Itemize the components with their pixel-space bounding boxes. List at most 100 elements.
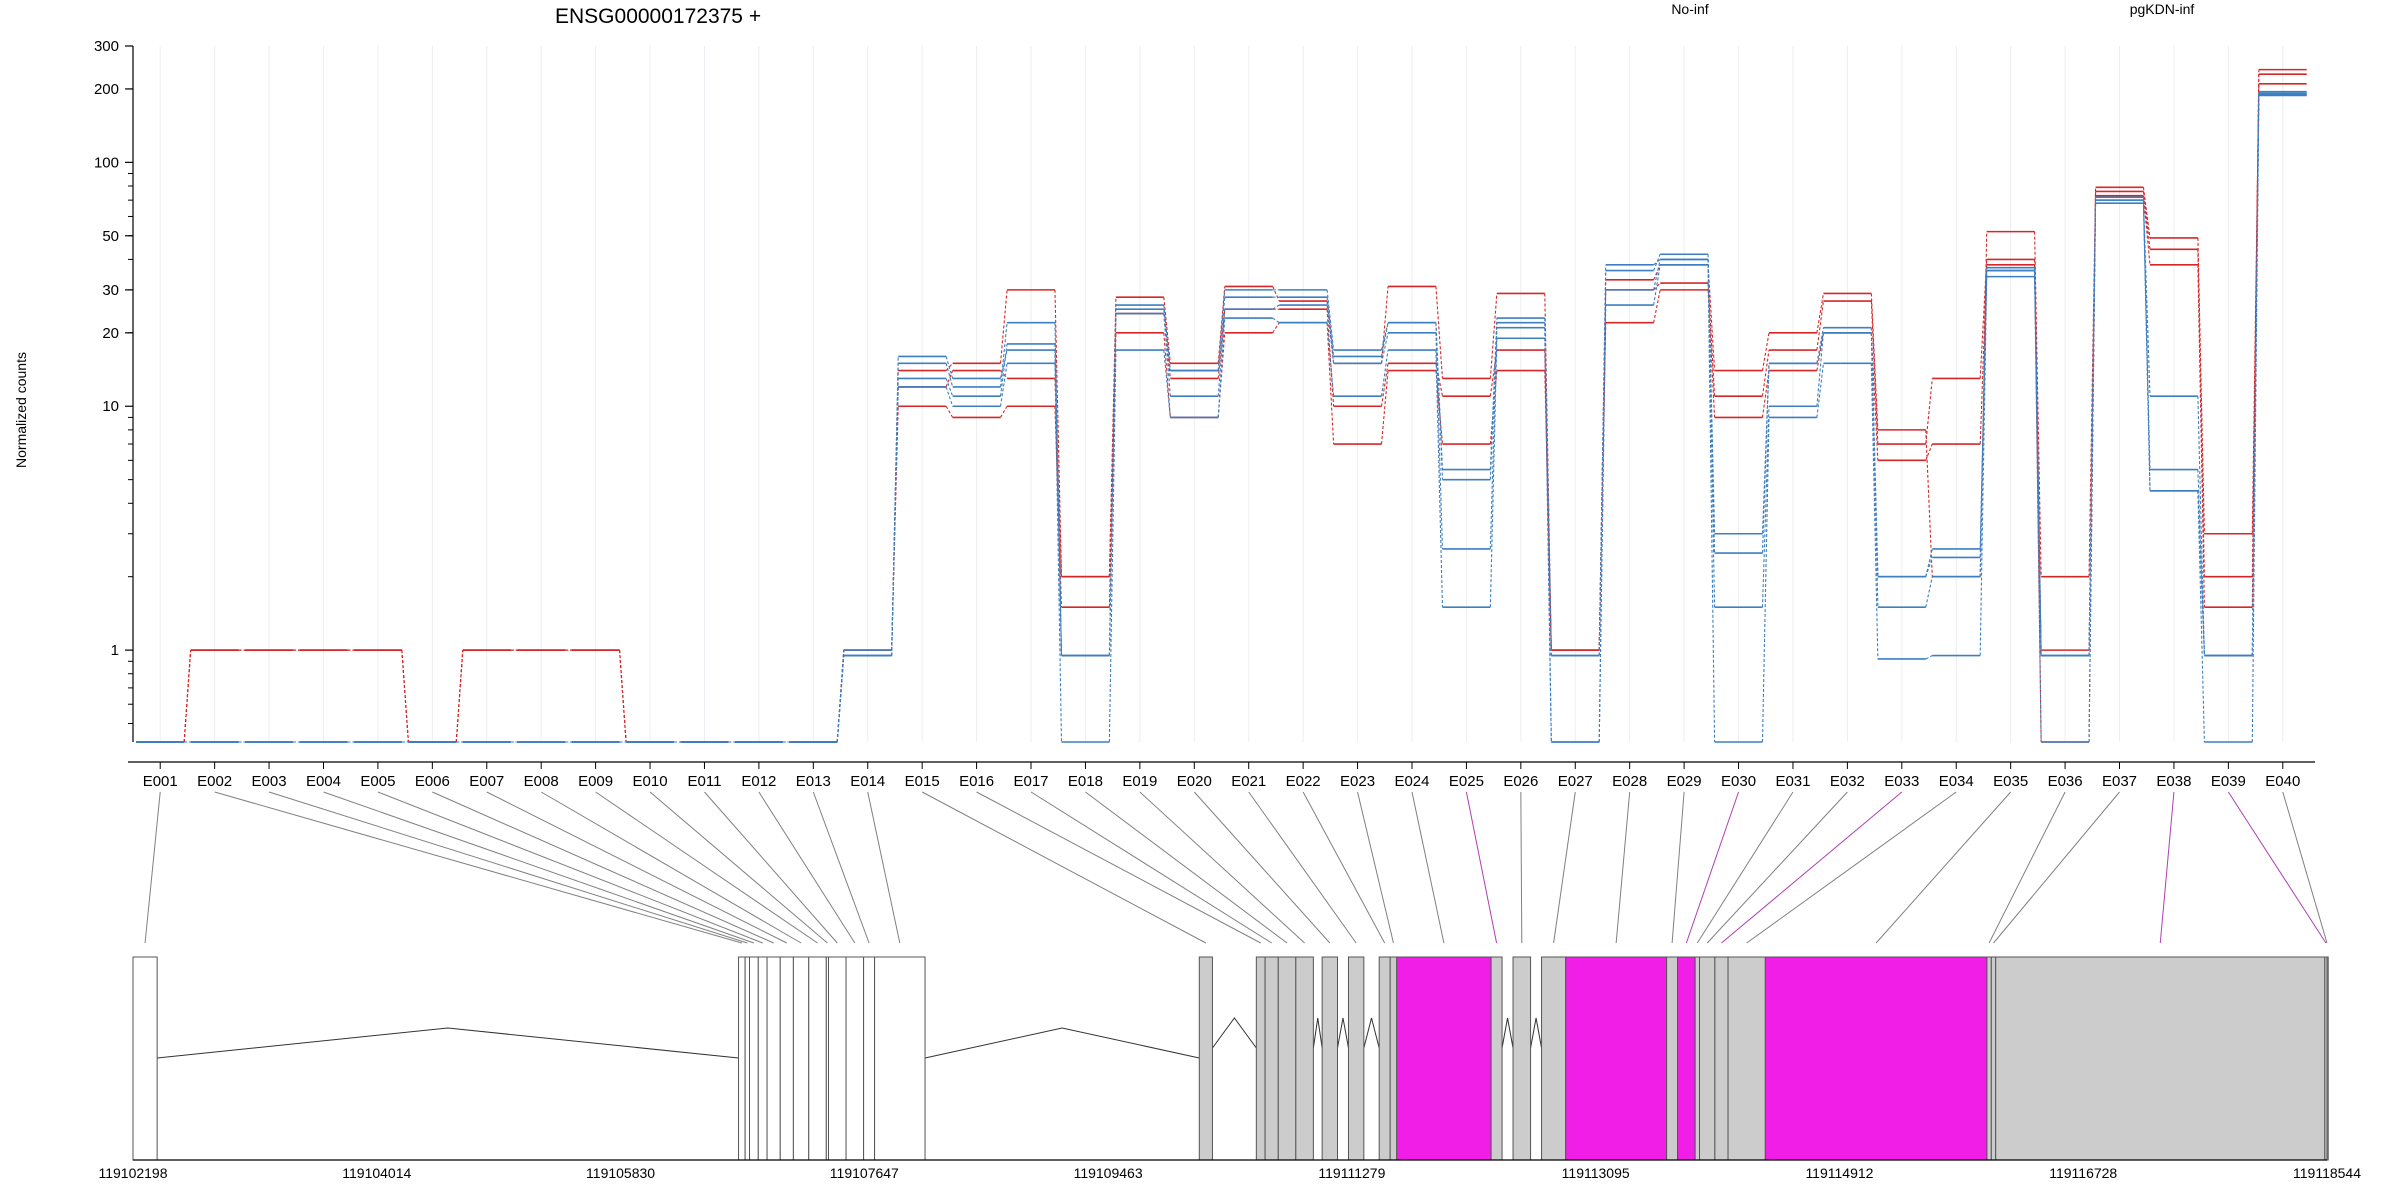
coordinate-tick-label: 119102198 [98, 1165, 167, 1181]
exon-tick-label: E001 [143, 773, 178, 790]
exon-tick-label: E034 [1939, 773, 1974, 790]
connector-mark [1489, 349, 1498, 397]
connector-mark [1435, 332, 1444, 549]
exon-bin-box [808, 956, 827, 1161]
exon-bin-box [1565, 956, 1668, 1161]
exon-bin-box [1666, 956, 1679, 1161]
connector-mark [1217, 309, 1226, 397]
connector-mark [1761, 370, 1770, 418]
exon-tick-label: E037 [2102, 773, 2137, 790]
connector-mark [836, 655, 845, 743]
exon-bin-box [874, 956, 926, 1161]
exon-tick-label: E002 [197, 773, 232, 790]
connector-mark [1272, 317, 1280, 324]
exon-connector-line [432, 791, 774, 944]
exon-connector-line [812, 791, 870, 944]
connector-mark [183, 650, 192, 743]
exon-connector-line [1357, 791, 1394, 944]
connector-mark [1761, 332, 1770, 371]
connector-mark [1761, 363, 1770, 534]
connector-mark [1816, 332, 1824, 407]
connector-mark [836, 655, 845, 743]
exon-connector-line [1302, 791, 1386, 944]
connector-mark [1979, 267, 1988, 549]
exon-tick-label: E035 [1993, 773, 2028, 790]
exon-tick-label: E032 [1830, 773, 1865, 790]
connector-mark [945, 363, 954, 388]
exon-bin-box [2326, 956, 2329, 1161]
connector-mark [2197, 396, 2205, 656]
connector-mark [1870, 327, 1879, 577]
exon-bin-box [827, 956, 847, 1161]
connector-mark [999, 343, 1008, 397]
connector-mark [2251, 74, 2260, 577]
connector-mark [999, 363, 1008, 407]
coordinate-tick-label: 119113095 [1562, 1165, 1630, 1181]
exon-bin-box [1198, 956, 1213, 1161]
connector-mark [1163, 304, 1171, 371]
exon-tick-label: E014 [850, 773, 885, 790]
connector-mark [1380, 332, 1389, 364]
exon-connector-line [1553, 791, 1576, 944]
exon-tick-label: E038 [2156, 773, 2191, 790]
connector-mark [2251, 91, 2260, 656]
connector-mark [1925, 548, 1933, 577]
connector-mark [1380, 363, 1389, 407]
legend-pgkdn-inf: pgKDN-inf [2130, 1, 2195, 17]
y-tick-label: 20 [102, 325, 119, 342]
connector-mark [1653, 264, 1661, 281]
gene-model-track [132, 956, 2329, 1161]
connector-mark [1870, 301, 1879, 445]
exon-bin-box [1990, 956, 1997, 1161]
exon-connector-line [1993, 791, 2120, 944]
connector-mark [1489, 317, 1498, 470]
connector-mark [1435, 286, 1444, 379]
vertical-gridlines [159, 46, 2284, 742]
connector-mark [836, 655, 845, 743]
exon-connector-line [540, 791, 802, 944]
y-tick-label: 300 [94, 38, 119, 55]
exon-tick-label: E031 [1775, 773, 1810, 790]
exon-tick-label: E033 [1884, 773, 1919, 790]
connector-mark [1653, 289, 1661, 323]
exon-connector-line [867, 791, 901, 944]
connector-mark [1816, 327, 1824, 364]
connector-mark [945, 386, 954, 407]
y-tick-label: 100 [94, 154, 119, 171]
connector-mark [1272, 286, 1280, 302]
exon-bin-box [1727, 956, 1766, 1161]
exon-bin-box [1699, 956, 1716, 1161]
connector-mark [1761, 363, 1770, 554]
connector-mark [1326, 322, 1335, 397]
connector-mark [1435, 322, 1444, 470]
connector-mark [2197, 249, 2205, 577]
y-axis-label: Normalized counts [13, 352, 29, 468]
coordinate-tick-label: 119118544 [2293, 1165, 2361, 1181]
exon-bin-box [1714, 956, 1729, 1161]
connector-mark [1163, 313, 1171, 397]
connector-mark [891, 356, 899, 656]
exon-tick-label: E009 [578, 773, 613, 790]
connector-mark [2251, 95, 2260, 743]
exon-connector-line [649, 791, 828, 944]
connector-mark [2142, 187, 2151, 238]
exon-bin-box [863, 956, 876, 1161]
exon-bin-box [1378, 956, 1391, 1161]
connector-mark [1707, 283, 1716, 397]
exon-bin-box [744, 956, 751, 1161]
exon-bin-box [1490, 956, 1503, 1161]
connector-mark [1163, 332, 1171, 418]
genomic-coordinate-axis: 119102198 119104014 119105830 119107647 1191… [98, 1165, 2361, 1181]
connector-mark [999, 289, 1008, 364]
exon-bin-box [1764, 956, 1988, 1161]
intron-line [924, 1027, 1200, 1059]
exon-connector-line [1875, 791, 2012, 944]
coordinate-tick-label: 119107647 [830, 1165, 899, 1181]
intron-line [1337, 1017, 1349, 1049]
exon-bin-box [749, 956, 759, 1161]
exon-tick-label: E026 [1503, 773, 1538, 790]
connector-mark [1054, 378, 1063, 577]
exon-connector-line [1193, 791, 1331, 944]
connector-mark [2197, 490, 2205, 656]
connector-mark [1870, 332, 1879, 461]
